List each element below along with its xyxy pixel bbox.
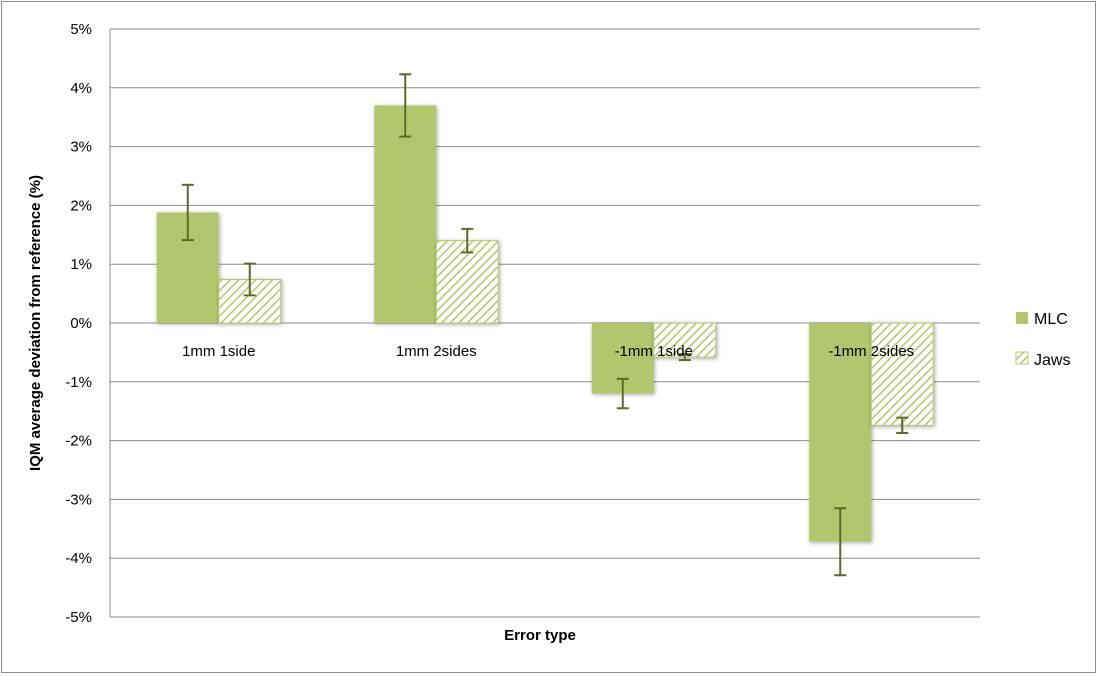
y-axis-title: IQM average deviation from reference (%) — [27, 175, 44, 471]
y-tick-label: 2% — [70, 197, 92, 214]
bar-jaws-2 — [653, 322, 717, 358]
error-bars — [181, 73, 909, 577]
y-tick-label: -1% — [65, 374, 92, 391]
y-tick-label: -5% — [65, 609, 92, 626]
y-tick-label: -3% — [65, 491, 92, 508]
bar-jaws-3 — [870, 322, 934, 426]
bar-mlc-1 — [374, 105, 437, 323]
y-tick-label: -2% — [65, 433, 92, 450]
y-tick-label: 3% — [70, 139, 92, 156]
y-tick-label: -4% — [65, 550, 92, 567]
legend-label-mlc: MLC — [1034, 311, 1068, 328]
legend-swatch-jaws — [1015, 351, 1029, 365]
legend-swatch-mlc — [1016, 312, 1028, 324]
category-label: 1mm 2sides — [396, 343, 477, 360]
y-tick-label: 1% — [70, 256, 92, 273]
x-axis-title: Error type — [504, 627, 576, 644]
y-tick-label: 4% — [70, 80, 92, 97]
bar-mlc-3 — [809, 323, 872, 542]
y-tick-label: 0% — [70, 315, 92, 332]
category-label: -1mm 1side — [615, 343, 693, 360]
category-labels: 1mm 1side 1mm 2sides -1mm 1side -1mm 2sides — [182, 343, 914, 360]
category-label: -1mm 2sides — [828, 343, 914, 360]
bars — [156, 105, 934, 542]
legend: MLC Jaws — [1015, 311, 1070, 369]
y-axis-ticks: 5% 4% 3% 2% 1% 0% -1% -2% -3% -4% -5% — [65, 21, 92, 626]
legend-label-jaws: Jaws — [1034, 352, 1070, 369]
category-label: 1mm 1side — [182, 343, 255, 360]
y-tick-label: 5% — [70, 21, 92, 38]
